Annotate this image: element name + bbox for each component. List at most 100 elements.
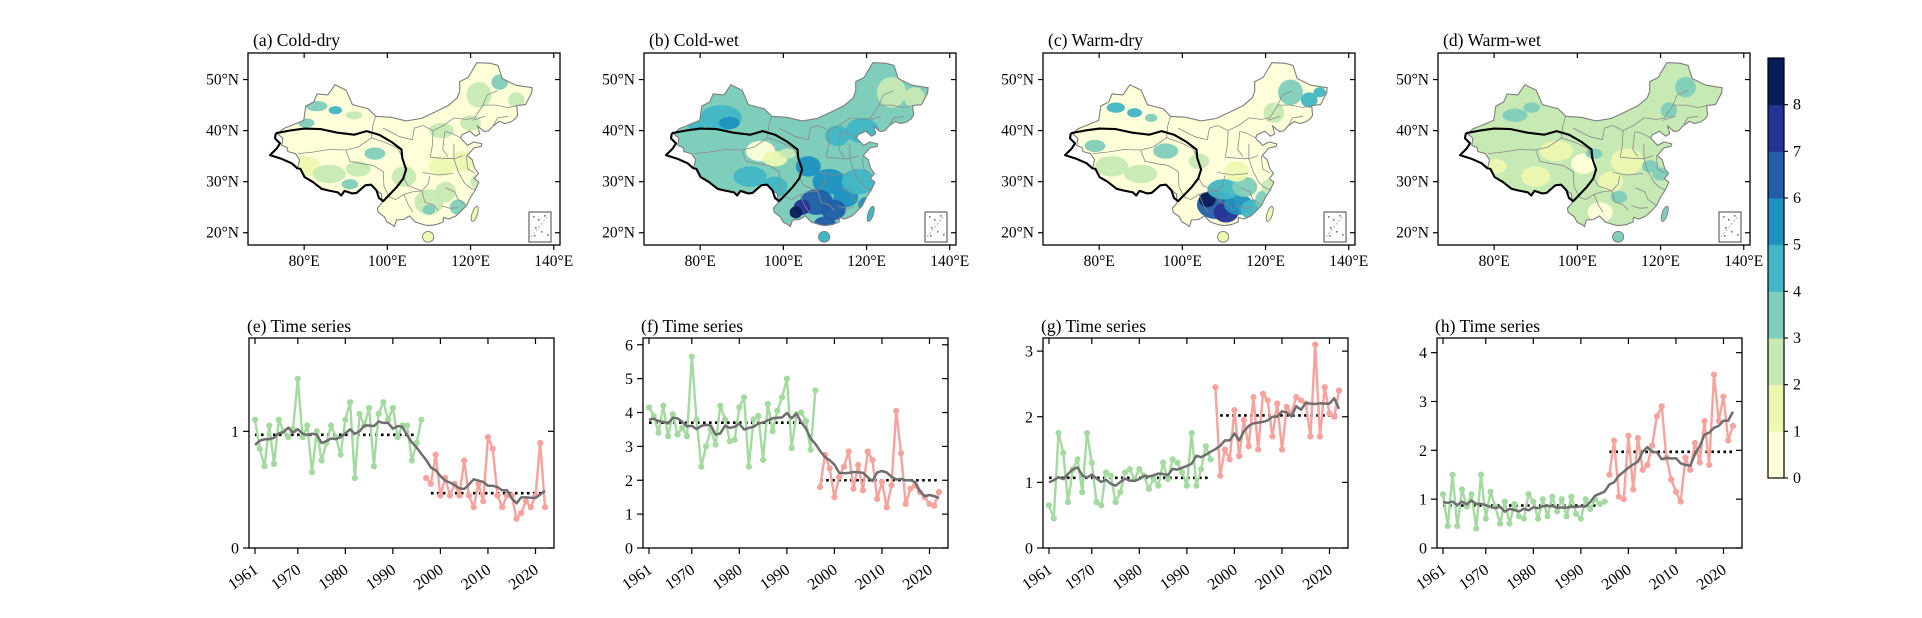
x-tick-label: 1961 (1019, 561, 1055, 593)
lat-tick-label: 30°N (1001, 174, 1034, 191)
x-tick-label: 2010 (458, 561, 494, 593)
taiwan-island (470, 205, 479, 222)
y-tick-label: 1 (1419, 492, 1427, 509)
smoothed-trend-line (648, 411, 940, 500)
smoothed-trend-line (254, 420, 546, 505)
timeseries-panel-h: (h) Time series 0 1 2 3 4 1961 1970 1980 1990 2000… (1413, 316, 1743, 594)
x-tick-label: 2010 (1252, 561, 1288, 593)
lat-tick-label: 30°N (602, 174, 635, 191)
lat-tick-label: 20°N (206, 225, 239, 242)
x-tick-label: 1990 (757, 561, 793, 593)
south-china-sea-inset (924, 211, 948, 243)
lat-tick-label: 50°N (1001, 72, 1034, 89)
lat-tick-label: 40°N (1001, 123, 1034, 140)
south-china-sea-inset (1323, 211, 1347, 243)
map-title-b: (b) Cold-wet (649, 30, 739, 50)
colorbar: 0 1 2 3 4 5 6 7 8 (1767, 57, 1801, 487)
x-tick-label: 2000 (411, 561, 447, 593)
x-tick-label: 2020 (506, 561, 542, 593)
colorbar-tick-label: 1 (1793, 423, 1801, 440)
x-tick-label: 1980 (1110, 561, 1146, 593)
x-tick-label: 1990 (1157, 561, 1193, 593)
x-tick-label: 1980 (316, 561, 352, 593)
hainan-island (422, 231, 435, 243)
map-panel-c: (c) Warm-dry 50°N 40°N 30°N 20°N 80°E 100°E 120… (1001, 30, 1368, 270)
x-tick-label: 1980 (1504, 561, 1540, 593)
hainan-island (1612, 231, 1625, 243)
colorbar-tick-label: 2 (1793, 377, 1801, 394)
lon-tick-label: 140°E (1724, 253, 1763, 270)
lon-tick-label: 140°E (930, 253, 969, 270)
plateau-outline (1063, 127, 1203, 203)
lon-tick-label: 100°E (1163, 253, 1202, 270)
map-axes-frame (247, 52, 561, 246)
y-tick-label: 4 (625, 405, 633, 422)
x-tick-label: 1990 (1551, 561, 1587, 593)
x-tick-label: 2000 (805, 561, 841, 593)
timeseries-panel-f: (f) Time series 0 1 2 3 4 5 6 1961 1970 1980 1990 20… (619, 316, 949, 594)
x-tick-label: 1970 (268, 561, 304, 593)
x-tick-label: 1961 (225, 561, 261, 593)
timeseries-title-e: (e) Time series (247, 316, 351, 336)
x-tick-label: 2000 (1599, 561, 1635, 593)
y-tick-label: 0 (1025, 541, 1033, 558)
lon-tick-label: 100°E (368, 253, 407, 270)
smoothed-trend-line (1048, 396, 1341, 487)
timeseries-panel-g: (g) Time series 0 1 2 3 1961 1970 1980 1990 2000 2… (1019, 316, 1349, 594)
lon-tick-label: 120°E (847, 253, 886, 270)
colorbar-tick-label: 0 (1793, 470, 1801, 487)
x-tick-label: 2010 (852, 561, 888, 593)
y-tick-label: 0 (231, 541, 239, 558)
x-tick-label: 1961 (619, 561, 655, 593)
map-title-d: (d) Warm-wet (1443, 30, 1541, 50)
y-tick-label: 2 (625, 473, 633, 490)
lat-tick-label: 50°N (1396, 72, 1429, 89)
series-line-annual-early (1047, 432, 1212, 520)
lat-tick-label: 20°N (1396, 225, 1429, 242)
y-tick-label: 0 (625, 541, 633, 558)
colorbar-tick-label: 4 (1793, 283, 1801, 300)
y-tick-label: 2 (1025, 409, 1033, 426)
x-tick-label: 1961 (1413, 561, 1449, 593)
y-tick-label: 1 (625, 507, 633, 524)
lon-tick-label: 140°E (534, 253, 573, 270)
colorbar-tick-label: 5 (1793, 237, 1801, 254)
lat-tick-label: 40°N (1396, 123, 1429, 140)
x-tick-label: 2020 (1300, 561, 1336, 593)
lon-tick-label: 120°E (1641, 253, 1680, 270)
map-panel-d: (d) Warm-wet 50°N 40°N 30°N 20°N 80°E 100°E 120… (1396, 30, 1763, 270)
lon-tick-label: 80°E (1084, 253, 1115, 270)
colorbar-tick-label: 8 (1793, 97, 1801, 114)
series-line-annual-early (253, 377, 423, 480)
y-tick-label: 1 (231, 424, 239, 441)
map-fill-d (1467, 62, 1723, 227)
taiwan-island (866, 205, 875, 222)
timeseries-title-h: (h) Time series (1435, 316, 1540, 336)
x-tick-label: 1980 (710, 561, 746, 593)
map-axes-frame (643, 52, 957, 246)
lon-tick-label: 100°E (764, 253, 803, 270)
lat-tick-label: 20°N (602, 225, 635, 242)
y-tick-label: 6 (625, 337, 633, 354)
lat-tick-label: 50°N (602, 72, 635, 89)
timeseries-title-g: (g) Time series (1041, 316, 1146, 336)
timeseries-axes-frame (1042, 337, 1349, 549)
lon-tick-label: 80°E (685, 253, 716, 270)
plateau-outline (664, 127, 804, 203)
y-tick-label: 0 (1419, 541, 1427, 558)
taiwan-island (1265, 205, 1274, 222)
plateau-outline (268, 127, 408, 203)
timeseries-axes-frame (248, 337, 555, 549)
y-tick-label: 5 (625, 371, 633, 388)
lon-tick-label: 80°E (1479, 253, 1510, 270)
x-tick-label: 2000 (1205, 561, 1241, 593)
x-tick-label: 1990 (363, 561, 399, 593)
map-fill-a (277, 62, 533, 227)
map-axes-frame (1042, 52, 1356, 246)
x-tick-label: 1970 (662, 561, 698, 593)
lon-tick-label: 120°E (451, 253, 490, 270)
y-tick-label: 3 (1419, 394, 1427, 411)
map-panel-a: (a) Cold-dry 50°N 40°N 30°N 20°N 80°E 100°E 120… (206, 30, 573, 270)
colorbar-tick-label: 6 (1793, 190, 1801, 207)
